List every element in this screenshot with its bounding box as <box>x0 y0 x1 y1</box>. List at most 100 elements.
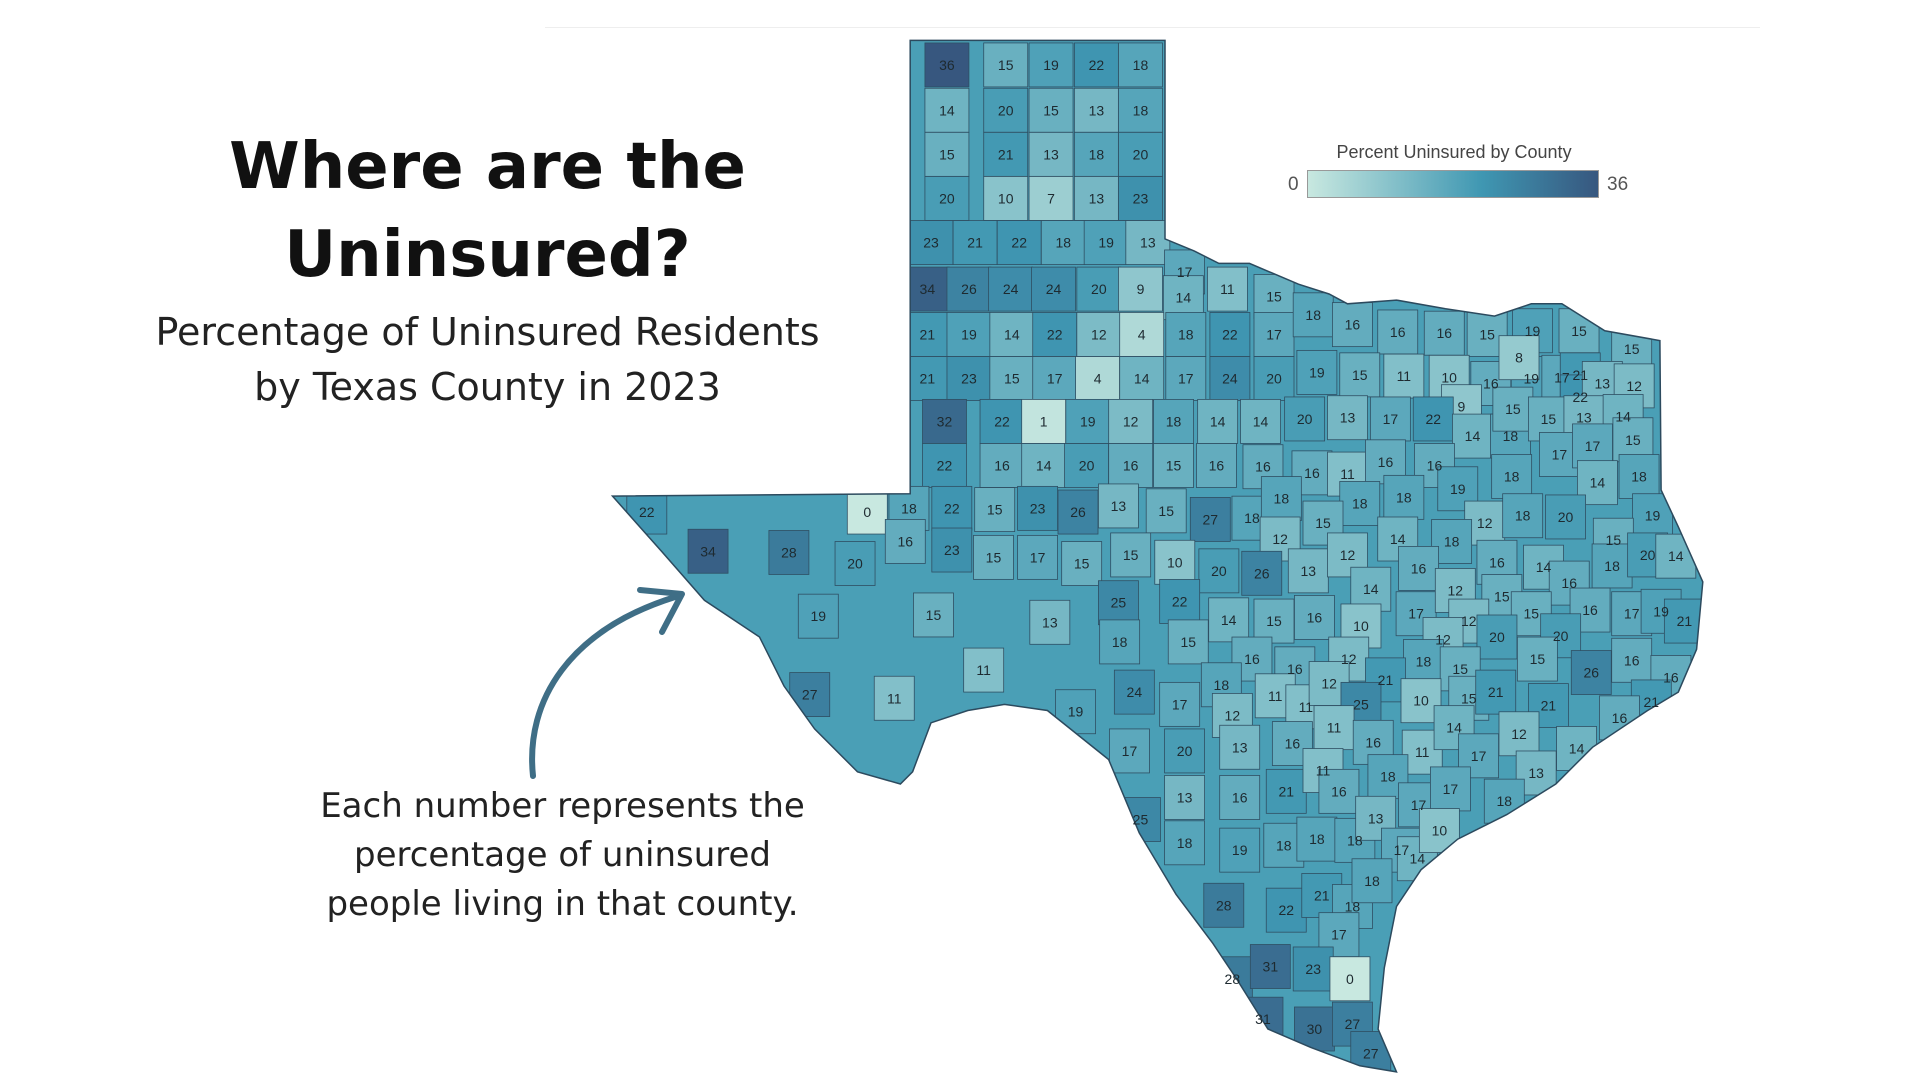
county-cell <box>1167 619 1209 665</box>
county-cell <box>924 42 970 88</box>
county-value-label: 27 <box>1203 511 1219 527</box>
county-value-label: 13 <box>1177 789 1193 805</box>
county-value-label: 13 <box>1528 765 1544 781</box>
county-value-label: 18 <box>1112 634 1128 650</box>
county-value-label: 20 <box>1177 743 1193 759</box>
county-value-label: 17 <box>1411 797 1427 813</box>
county-cell <box>1383 353 1425 399</box>
county-value-label: 19 <box>1645 508 1661 524</box>
county-value-label: 19 <box>1450 481 1466 497</box>
county-value-label: 13 <box>1042 614 1058 630</box>
county-cell <box>1017 485 1058 531</box>
county-value-label: 32 <box>937 413 953 429</box>
county-value-label: 15 <box>1530 651 1546 667</box>
county-value-label: 20 <box>1489 629 1505 645</box>
county-value-label: 22 <box>1089 57 1105 73</box>
county-value-label: 13 <box>1089 102 1105 118</box>
county-cell <box>1021 443 1067 488</box>
county-value-label: 20 <box>1640 547 1656 563</box>
county-value-label: 20 <box>1211 563 1227 579</box>
county-value-label: 14 <box>1221 612 1237 628</box>
county-cell <box>1196 443 1237 488</box>
county-cell <box>687 528 729 574</box>
county-cell <box>1618 454 1660 499</box>
county-value-label: 18 <box>1364 873 1380 889</box>
county-cell <box>1159 579 1201 624</box>
county-value-label: 15 <box>986 549 1002 565</box>
county-value-label: 12 <box>1123 413 1139 429</box>
county-value-label: 16 <box>1232 789 1248 805</box>
county-value-label: 23 <box>944 542 960 558</box>
note-line1: Each number represents the <box>320 786 805 826</box>
county-value-label: 23 <box>923 235 939 251</box>
county-value-label: 9 <box>1458 399 1466 415</box>
legend-title: Percent Uninsured by County <box>1336 142 1572 162</box>
county-value-label: 20 <box>998 102 1014 118</box>
county-cell <box>1498 711 1540 757</box>
county-value-label: 15 <box>1461 690 1477 706</box>
county-value-label: 15 <box>1004 371 1020 387</box>
county-value-label: 22 <box>937 458 953 474</box>
county-value-label: 18 <box>1345 899 1361 915</box>
county-cell <box>922 398 967 444</box>
county-value-label: 20 <box>1091 281 1107 297</box>
county-cell <box>1073 131 1119 177</box>
county-value-label: 15 <box>1180 634 1196 650</box>
county-value-label: 17 <box>1443 781 1459 797</box>
county-value-label: 18 <box>1244 510 1260 526</box>
county-value-label: 10 <box>1353 618 1369 634</box>
county-cell <box>1570 650 1612 695</box>
county-value-label: 19 <box>1098 235 1114 251</box>
county-cell <box>873 675 915 721</box>
county-cell <box>1099 619 1141 665</box>
county-cell <box>1073 176 1119 221</box>
county-value-label: 18 <box>1274 491 1290 507</box>
county-value-label: 16 <box>1561 575 1577 591</box>
county-value-label: 10 <box>1432 823 1448 839</box>
county-value-label: 20 <box>1558 509 1574 525</box>
county-cell <box>1253 598 1295 644</box>
county-value-label: 21 <box>920 371 936 387</box>
county-value-label: 18 <box>1515 508 1531 524</box>
county-value-label: 15 <box>1123 547 1139 563</box>
county-value-label: 18 <box>1133 57 1149 73</box>
county-value-label: 18 <box>1056 235 1072 251</box>
county-value-label: 17 <box>1471 748 1487 764</box>
county-cell <box>931 527 973 573</box>
county-cell <box>1064 443 1109 488</box>
county-value-label: 16 <box>1287 661 1303 677</box>
county-value-label: 34 <box>920 281 936 297</box>
county-cell <box>1118 131 1163 177</box>
county-cell <box>1398 546 1439 591</box>
county-cell <box>924 87 970 133</box>
county-value-label: 21 <box>1314 887 1330 903</box>
county-value-label: 14 <box>1668 548 1684 564</box>
county-cell <box>1253 356 1295 401</box>
county-cell <box>1318 768 1360 814</box>
county-cell <box>1491 454 1533 499</box>
county-value-label: 20 <box>1297 411 1313 427</box>
county-cell <box>1203 882 1245 928</box>
arrow-icon <box>529 594 678 779</box>
county-value-label: 19 <box>1232 842 1248 858</box>
county-cell <box>1313 705 1355 751</box>
county-value-label: 16 <box>1427 458 1443 474</box>
county-value-label: 4 <box>1138 326 1146 342</box>
county-value-label: 18 <box>1089 146 1105 162</box>
county-cell <box>797 593 839 639</box>
county-value-label: 27 <box>1345 1016 1361 1032</box>
county-value-label: 1 <box>1040 413 1048 429</box>
county-cell <box>1145 488 1187 534</box>
legend-color-scale <box>1307 170 1599 198</box>
county-cell <box>1663 598 1703 644</box>
subtitle-line2: by Texas County in 2023 <box>254 365 721 409</box>
county-value-label: 16 <box>1624 652 1640 668</box>
county-value-label: 26 <box>1583 665 1599 681</box>
county-cell <box>1241 550 1283 596</box>
county-value-label: 17 <box>1030 549 1046 565</box>
county-value-label: 16 <box>1612 710 1628 726</box>
county-cell <box>988 266 1034 312</box>
county-value-label: 36 <box>939 57 955 73</box>
county-value-label: 22 <box>1572 389 1588 405</box>
county-value-label: 0 <box>1346 971 1354 987</box>
